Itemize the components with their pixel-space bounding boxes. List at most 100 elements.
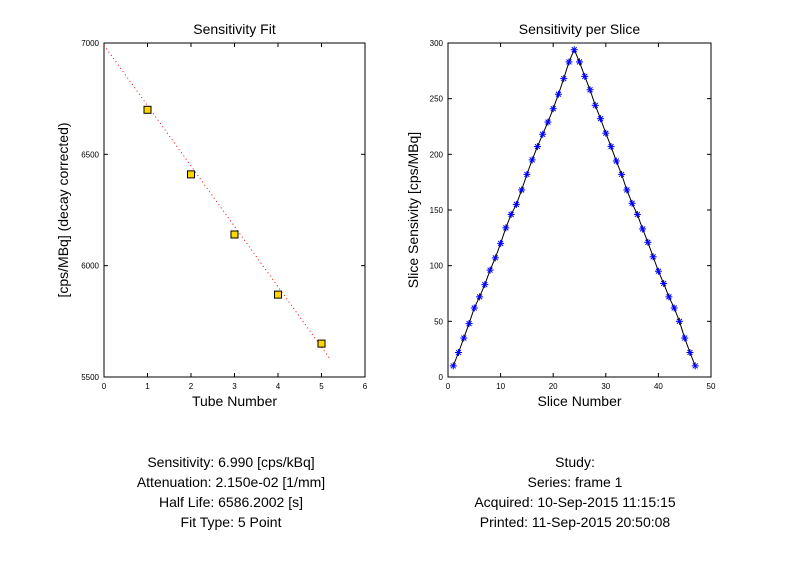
chart2-data-point [465,320,473,328]
chart1-data-point [317,339,326,348]
chart2-y-tick-label: 200 [430,150,444,159]
chart2-data-point [544,118,552,126]
acquired-text: Acquired: 10-Sep-2015 11:15:15 [474,494,676,510]
fit-type-text: Fit Type: 5 Point [180,514,282,530]
chart2-asterisk-stroke [676,318,683,325]
chart2-data-point [628,199,636,207]
chart2-data-point [654,267,662,275]
chart2-asterisk-stroke [455,349,462,356]
chart2-asterisk-stroke [602,130,609,136]
chart2-asterisk-stroke [518,187,525,193]
chart2-asterisk-stroke [513,201,520,208]
chart2-data-point [528,156,536,164]
chart1-x-axis-label: Tube Number [192,393,277,409]
chart2-data-point [449,362,457,370]
chart2-y-tick-label: 50 [434,317,443,326]
chart2-data-point [549,105,557,113]
chart2-data-point [670,304,678,312]
chart2-data-point [470,304,478,312]
chart2-x-tick-label: 50 [707,382,716,391]
chart1-y-tick-label: 6000 [81,262,99,271]
chart2-data-point [476,293,484,301]
chart1-y-tick-label: 5500 [81,373,99,382]
chart2-asterisk-stroke [629,200,635,207]
chart2-data-point [681,334,689,342]
chart2-x-tick-label: 20 [549,382,558,391]
chart2-data-point [486,266,494,274]
chart2-data-point [586,86,594,94]
chart1-x-tick-label: 3 [232,382,237,391]
chart2-y-tick-label: 150 [430,206,444,215]
chart2-asterisk-stroke [634,211,641,218]
chart2-data-point [639,225,647,233]
chart2-asterisk-stroke [566,59,572,65]
chart2-x-tick-label: 40 [654,382,663,391]
chart1-data-point [143,105,152,114]
chart2-asterisk-stroke [671,305,677,311]
study-info-panel: Study: Series: frame 1 Acquired: 10-Sep-… [425,452,725,532]
chart2-asterisk-stroke [471,305,478,311]
chart2-asterisk-stroke [460,335,467,341]
chart2-x-tick-label: 30 [601,382,610,391]
half-life-text: Half Life: 6586.2002 [s] [159,494,303,510]
chart2-data-point [576,58,583,66]
chart2-data-point [560,75,568,83]
chart2-data-point [618,170,626,178]
chart2-asterisk-stroke [555,91,562,98]
chart2-asterisk-stroke [550,105,557,112]
chart2-data-point [623,186,631,194]
chart2-data-point [565,58,573,66]
chart2-y-tick-label: 300 [430,39,444,48]
study-text: Study: [555,454,595,470]
chart2-title: Sensitivity per Slice [519,21,641,37]
chart2-asterisk-stroke [492,255,499,261]
chart1-data-point [187,170,195,179]
chart2-asterisk-stroke [645,239,651,246]
chart2-asterisk-stroke [587,86,593,93]
chart2-data-point [554,90,562,98]
chart2-data-point [612,157,620,165]
chart2-asterisk-stroke [597,115,604,122]
chart1-x-tick-label: 5 [319,382,324,391]
chart2-axes-box [447,42,712,378]
chart2-data-point [649,253,657,261]
chart1-y-tick-label: 6500 [81,150,99,159]
chart2-asterisk-stroke [592,102,599,109]
chart2-data-point [507,210,515,218]
chart2-data-point [460,334,468,342]
chart2-asterisk-stroke [508,211,514,218]
chart2-data-point [455,349,463,357]
chart2-data-point [602,129,610,137]
chart2-asterisk-stroke [571,46,578,53]
chart2-data-point [518,186,526,194]
chart1-axes-box [103,42,366,378]
series-text: Series: frame 1 [527,474,623,490]
chart2-data-point [570,46,578,54]
chart2-asterisk-stroke [482,281,488,288]
chart2-data-point [481,281,489,289]
chart2-asterisk-stroke [650,253,656,260]
chart2-data-point [591,101,599,109]
chart2-data-point [491,254,499,262]
chart2-data-point [691,362,699,370]
chart2-data-point [665,293,673,301]
chart2-asterisk-stroke [666,294,672,300]
chart2-data-point [607,143,615,151]
chart2-data-point [539,130,547,138]
chart2-asterisk-stroke [529,157,535,163]
chart1-title: Sensitivity Fit [193,21,276,37]
chart2-data-point [502,224,510,232]
chart2-asterisk-stroke [503,225,509,231]
chart2-y-tick-label: 0 [439,373,444,382]
chart2-y-tick-label: 100 [430,262,444,271]
chart2-data-point [660,279,668,287]
chart2-x-tick-label: 10 [496,382,505,391]
chart2-asterisk-stroke [487,267,493,273]
chart1-data-point [274,290,282,299]
chart1-x-tick-label: 2 [189,382,194,391]
chart2-asterisk-stroke [450,363,457,369]
chart2-asterisk-stroke [655,268,662,275]
chart2-asterisk-stroke [581,73,588,80]
attenuation-text: Attenuation: 2.150e-02 [1/mm] [136,474,326,490]
